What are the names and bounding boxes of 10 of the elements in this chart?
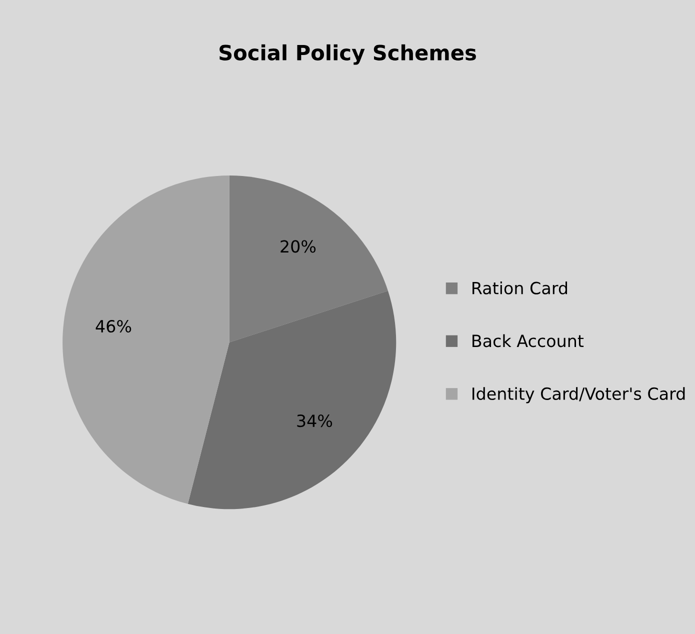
- data-label: 20%: [280, 240, 316, 253]
- legend-label: Back Account: [472, 334, 584, 348]
- chart-title: Social Policy Schemes: [220, 44, 476, 65]
- data-label: 46%: [96, 320, 132, 333]
- pie-slice: [62, 176, 230, 504]
- data-label: 34%: [297, 414, 332, 428]
- pie-slice: [188, 290, 396, 510]
- legend-label: Ration Card: [472, 282, 568, 294]
- legend-label: Identity Card/Voter's Card: [472, 387, 685, 404]
- pie-slice: [229, 176, 388, 342]
